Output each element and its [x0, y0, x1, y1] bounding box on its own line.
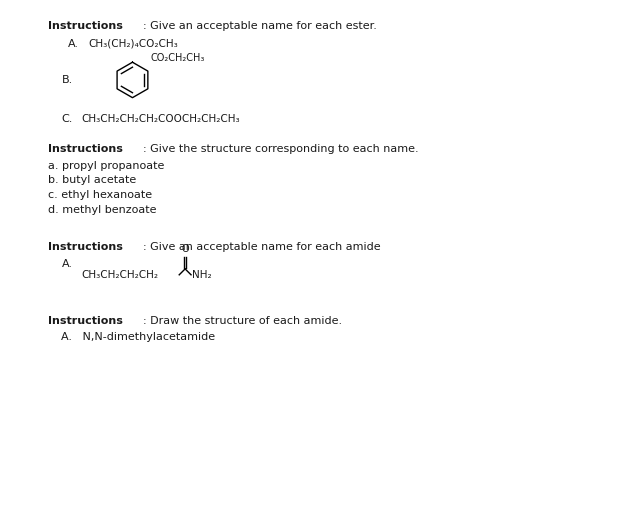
Text: A.: A.	[61, 259, 72, 269]
Text: NH₂: NH₂	[192, 270, 212, 280]
Text: b. butyl acetate: b. butyl acetate	[47, 175, 136, 186]
Text: Instructions: Instructions	[47, 316, 123, 326]
Text: a. propyl propanoate: a. propyl propanoate	[47, 161, 164, 171]
Text: Instructions: Instructions	[47, 242, 123, 252]
Text: C.: C.	[61, 114, 73, 124]
Text: O: O	[181, 244, 189, 254]
Text: : Give an acceptable name for each ester.: : Give an acceptable name for each ester…	[143, 21, 377, 31]
Text: B.: B.	[61, 75, 73, 85]
Text: CO₂CH₂CH₃: CO₂CH₂CH₃	[151, 53, 205, 63]
Text: c. ethyl hexanoate: c. ethyl hexanoate	[47, 190, 151, 200]
Text: Instructions: Instructions	[47, 21, 123, 31]
Text: d. methyl benzoate: d. methyl benzoate	[47, 205, 156, 215]
Text: : Give the structure corresponding to each name.: : Give the structure corresponding to ea…	[143, 144, 419, 154]
Text: : Draw the structure of each amide.: : Draw the structure of each amide.	[143, 316, 342, 326]
Text: CH₃CH₂CH₂CH₂: CH₃CH₂CH₂CH₂	[81, 270, 158, 280]
Text: CH₃CH₂CH₂CH₂COOCH₂CH₂CH₃: CH₃CH₂CH₂CH₂COOCH₂CH₂CH₃	[81, 114, 240, 124]
Text: : Give an acceptable name for each amide: : Give an acceptable name for each amide	[143, 242, 381, 252]
Text: Instructions: Instructions	[47, 144, 123, 154]
Text: A.: A.	[68, 38, 79, 48]
Text: CH₃(CH₂)₄CO₂CH₃: CH₃(CH₂)₄CO₂CH₃	[88, 38, 178, 48]
Text: A.   N,N-dimethylacetamide: A. N,N-dimethylacetamide	[61, 332, 215, 342]
